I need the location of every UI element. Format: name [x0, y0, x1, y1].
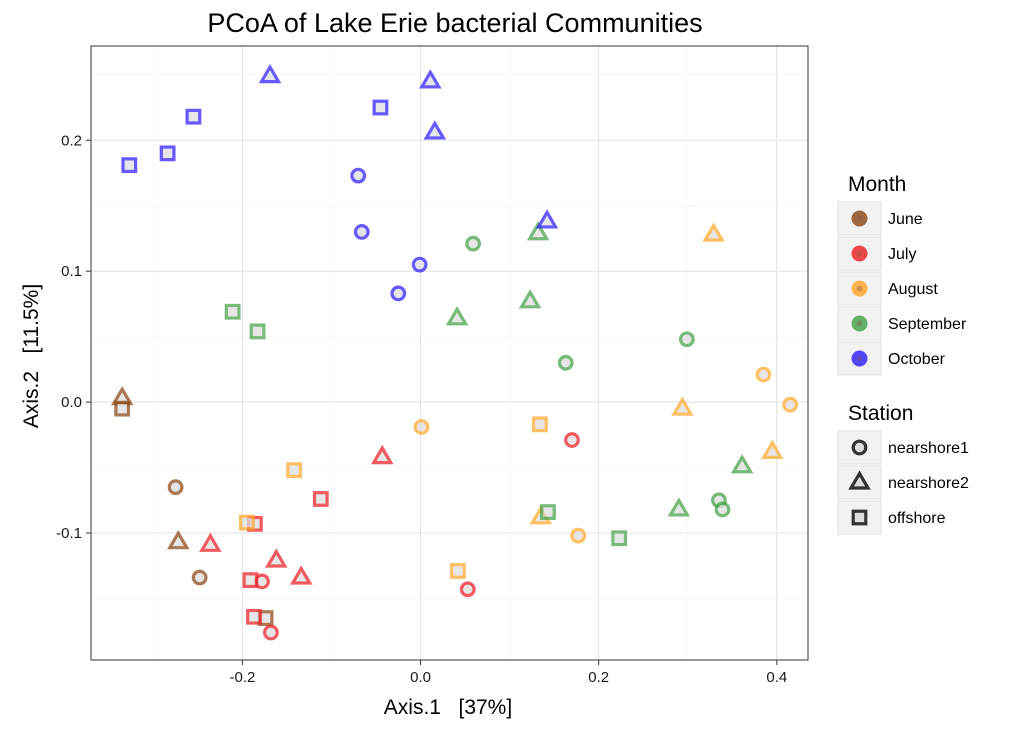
point-september-nearshore1: [557, 354, 574, 371]
x-tick-label: 0.4: [766, 669, 787, 686]
point-september-nearshore2: [730, 454, 754, 474]
point-october-offshore: [372, 99, 389, 116]
legend-label-offshore: offshore: [888, 510, 946, 527]
point-september-offshore: [249, 323, 266, 340]
point-october-nearshore1: [390, 285, 407, 302]
legend-label-june: June: [888, 211, 923, 228]
legend-key-nearshore2: [848, 470, 871, 490]
point-august-nearshore2: [671, 396, 694, 416]
data-points: [110, 63, 799, 641]
legend-key-box: [837, 341, 882, 376]
legend-month-title: Month: [848, 173, 906, 196]
y-axis-ticks: -0.1 0.0 0.1 0.2: [56, 132, 91, 542]
legend-label-august: August: [888, 281, 938, 298]
point-october-nearshore1: [411, 256, 428, 273]
point-october-nearshore2: [423, 120, 447, 140]
point-july-offshore: [312, 491, 329, 507]
point-august-offshore: [450, 563, 466, 579]
point-august-nearshore1: [782, 396, 799, 413]
x-axis-label: Axis.1 [37%]: [384, 696, 512, 719]
legend-key-october: [851, 350, 868, 367]
x-tick-label: 0.0: [410, 669, 431, 686]
y-tick-label: 0.2: [61, 132, 82, 149]
point-september-nearshore2: [518, 289, 542, 309]
y-tick-label: -0.1: [56, 525, 82, 542]
point-july-nearshore2: [199, 532, 222, 552]
point-september-nearshore2: [445, 306, 469, 326]
point-september-nearshore1: [465, 235, 482, 252]
point-august-nearshore1: [570, 527, 587, 544]
x-tick-label: 0.2: [588, 669, 609, 686]
point-october-nearshore2: [535, 209, 559, 229]
point-july-nearshore1: [564, 432, 580, 448]
point-october-offshore: [121, 157, 138, 174]
point-october-nearshore1: [350, 167, 367, 184]
point-august-nearshore2: [702, 222, 725, 242]
point-july-offshore: [246, 608, 262, 625]
point-july-nearshore2: [264, 548, 288, 568]
plot-border: [90, 45, 809, 661]
point-september-nearshore2: [667, 497, 691, 517]
point-october-nearshore1: [353, 224, 370, 240]
point-june-nearshore2: [166, 530, 190, 550]
point-june-nearshore1: [167, 479, 184, 496]
legend-label-july: July: [888, 246, 916, 263]
point-september-nearshore1: [678, 331, 695, 348]
point-september-offshore: [540, 504, 556, 520]
point-july-nearshore1: [263, 624, 279, 641]
point-october-nearshore2: [258, 63, 282, 84]
point-july-offshore: [242, 572, 259, 589]
point-october-offshore: [185, 108, 202, 125]
point-august-nearshore1: [413, 419, 430, 435]
point-july-nearshore2: [370, 444, 394, 465]
point-july-nearshore1: [459, 581, 476, 598]
point-august-offshore: [532, 416, 548, 433]
point-september-nearshore1: [714, 501, 731, 518]
legend-label-nearshore2: nearshore2: [888, 475, 969, 492]
point-october-offshore: [159, 145, 176, 162]
x-tick-label: -0.2: [229, 669, 255, 686]
legend-label-september: September: [888, 316, 967, 333]
grid-lines: [91, 46, 808, 660]
legend-key-offshore: [851, 509, 868, 526]
point-september-offshore: [611, 530, 628, 547]
legend-key-june: [851, 210, 868, 227]
point-october-nearshore2: [419, 69, 442, 89]
point-august-offshore: [238, 514, 255, 531]
point-june-offshore: [114, 400, 131, 417]
point-july-nearshore2: [289, 565, 313, 585]
y-tick-label: 0.1: [61, 263, 82, 280]
legend-key-box: [837, 306, 882, 341]
chart-title: PCoA of Lake Erie bacterial Communities: [207, 8, 702, 38]
legend-station: Station nearshore1 nearshore2 offshore: [837, 402, 969, 535]
legend-label-nearshore1: nearshore1: [888, 440, 969, 457]
legend-month: Month June July August September October: [837, 173, 967, 376]
legend-key-september: [851, 315, 868, 332]
point-june-nearshore1: [191, 569, 208, 586]
point-august-offshore: [286, 462, 302, 479]
point-september-nearshore2: [526, 221, 550, 241]
legend-key-august: [851, 280, 868, 297]
y-tick-label: 0.0: [61, 394, 82, 411]
point-august-nearshore2: [761, 439, 784, 459]
legend-key-july: [851, 245, 868, 262]
x-axis-ticks: -0.2 0.0 0.2 0.4: [229, 660, 787, 686]
y-axis-label: Axis.2 [11.5%]: [20, 284, 43, 428]
plot-panel: [91, 46, 808, 660]
legend-key-nearshore1: [851, 439, 868, 456]
point-september-offshore: [224, 303, 241, 320]
legend-label-october: October: [888, 351, 946, 368]
point-august-nearshore1: [755, 366, 772, 383]
plot-background: [91, 46, 808, 660]
legend-station-title: Station: [848, 402, 913, 425]
